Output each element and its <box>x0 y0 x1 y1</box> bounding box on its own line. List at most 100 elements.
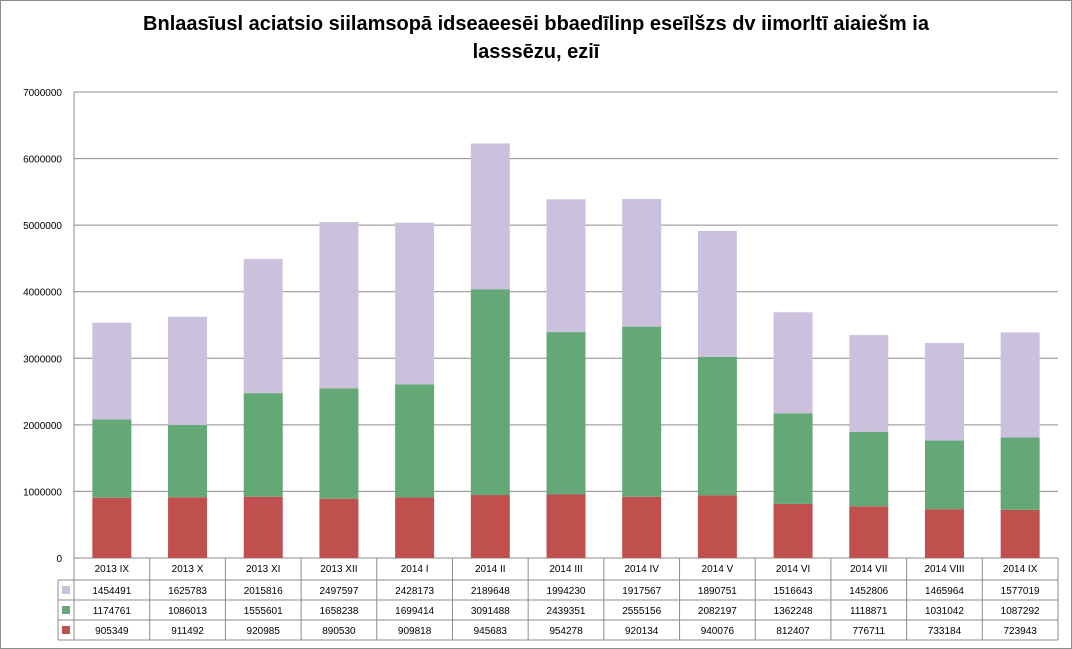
table-cell-value: 2555156 <box>622 606 661 617</box>
table-cell-value: 1516643 <box>774 586 813 597</box>
y-tick-label: 5000000 <box>23 221 62 232</box>
table-cell-value: 1087292 <box>1001 606 1040 617</box>
bar <box>849 506 889 558</box>
table-cell-value: 1658238 <box>319 606 358 617</box>
x-tick-label: 2013 XI <box>246 564 280 575</box>
table-cell-value: 1174761 <box>93 606 132 617</box>
y-tick-label: 3000000 <box>23 354 62 365</box>
table-cell-value: 1465964 <box>925 586 964 597</box>
table-cell-value: 1452806 <box>849 586 888 597</box>
bar <box>168 316 208 426</box>
bar <box>395 497 435 558</box>
bar <box>319 222 359 389</box>
table-cell-value: 920134 <box>625 626 659 637</box>
chart-title-line-1: Bnlaasīusl aciatsio siilamsopā idseaeesē… <box>143 13 929 35</box>
x-tick-label: 2014 VIII <box>924 564 964 575</box>
table-cell-value: 733184 <box>928 626 962 637</box>
table-cell-value: 723943 <box>1003 626 1037 637</box>
table-cell-value: 1625783 <box>168 586 207 597</box>
legend-key <box>62 586 70 594</box>
table-cell-value: 920985 <box>247 626 281 637</box>
bar <box>92 419 132 498</box>
table-cell-value: 776711 <box>852 626 885 637</box>
table-cell-value: 940076 <box>701 626 735 637</box>
table-cell-value: 1362248 <box>774 606 813 617</box>
table-cell-value: 1086013 <box>168 606 207 617</box>
bar <box>470 495 510 558</box>
table-cell-value: 2497597 <box>319 586 358 597</box>
y-tick-label: 1000000 <box>23 487 62 498</box>
table-cell-value: 1118871 <box>850 606 888 617</box>
table-cell-value: 1031042 <box>925 606 964 617</box>
bar <box>546 332 586 495</box>
bar <box>697 356 737 496</box>
table-cell-value: 909818 <box>398 626 432 637</box>
bar <box>168 425 208 498</box>
bar <box>773 413 813 504</box>
bar <box>395 222 435 385</box>
x-tick-label: 2014 IX <box>1003 564 1038 575</box>
table-cell-value: 2189648 <box>471 586 510 597</box>
table-cell-value: 1699414 <box>395 606 434 617</box>
table-cell-value: 905349 <box>95 626 129 637</box>
table-cell-value: 1555601 <box>244 606 283 617</box>
x-tick-label: 2014 VII <box>850 564 887 575</box>
x-tick-label: 2014 III <box>549 564 582 575</box>
table-cell-value: 1890751 <box>698 586 737 597</box>
bar <box>243 496 283 558</box>
bar <box>1000 332 1040 438</box>
legend-key <box>62 626 70 634</box>
bar <box>243 258 283 394</box>
table-cell-value: 954278 <box>549 626 583 637</box>
x-tick-label: 2014 VI <box>776 564 810 575</box>
bar <box>243 393 283 497</box>
table-cell-value: 2428173 <box>395 586 434 597</box>
bar <box>1000 509 1040 558</box>
x-tick-label: 2014 V <box>702 564 734 575</box>
x-tick-label: 2013 IX <box>95 564 130 575</box>
table-cell-value: 2015816 <box>244 586 283 597</box>
legend-key <box>62 606 70 614</box>
bar <box>470 143 510 290</box>
x-tick-label: 2013 X <box>172 564 204 575</box>
bar <box>924 342 964 441</box>
bar <box>622 496 662 558</box>
bar <box>924 440 964 510</box>
bar <box>622 198 662 327</box>
bar <box>92 497 132 558</box>
bar <box>697 230 737 357</box>
table-cell-value: 812407 <box>776 626 810 637</box>
table-cell-value: 2082197 <box>698 606 737 617</box>
x-tick-label: 2014 IV <box>624 564 659 575</box>
table-cell-value: 945683 <box>474 626 508 637</box>
bar <box>395 384 435 498</box>
bar <box>697 495 737 558</box>
x-tick-label: 2013 XII <box>320 564 357 575</box>
x-tick-label: 2014 II <box>475 564 506 575</box>
bar <box>546 494 586 558</box>
table-cell-value: 1577019 <box>1001 586 1040 597</box>
bar <box>924 509 964 558</box>
bar <box>622 326 662 497</box>
table-cell-value: 1454491 <box>92 586 131 597</box>
table-cell-value: 911492 <box>171 626 204 637</box>
x-tick-label: 2014 I <box>401 564 429 575</box>
chart-title: Bnlaasīusl aciatsio siilamsopā idseaeesē… <box>0 10 1072 66</box>
y-tick-label: 6000000 <box>23 155 62 166</box>
bar <box>319 498 359 558</box>
bar <box>470 289 510 496</box>
table-cell-value: 890530 <box>322 626 356 637</box>
bar <box>319 388 359 499</box>
y-tick-label: 0 <box>56 554 62 565</box>
bar <box>92 322 132 420</box>
bar <box>1000 437 1040 510</box>
table-cell-value: 3091488 <box>471 606 510 617</box>
table-cell-value: 1917567 <box>622 586 661 597</box>
table-cell-value: 1994230 <box>547 586 586 597</box>
bar <box>849 335 889 432</box>
bar <box>773 503 813 558</box>
y-tick-label: 4000000 <box>23 288 62 299</box>
bar <box>849 431 889 507</box>
bar <box>168 497 208 558</box>
